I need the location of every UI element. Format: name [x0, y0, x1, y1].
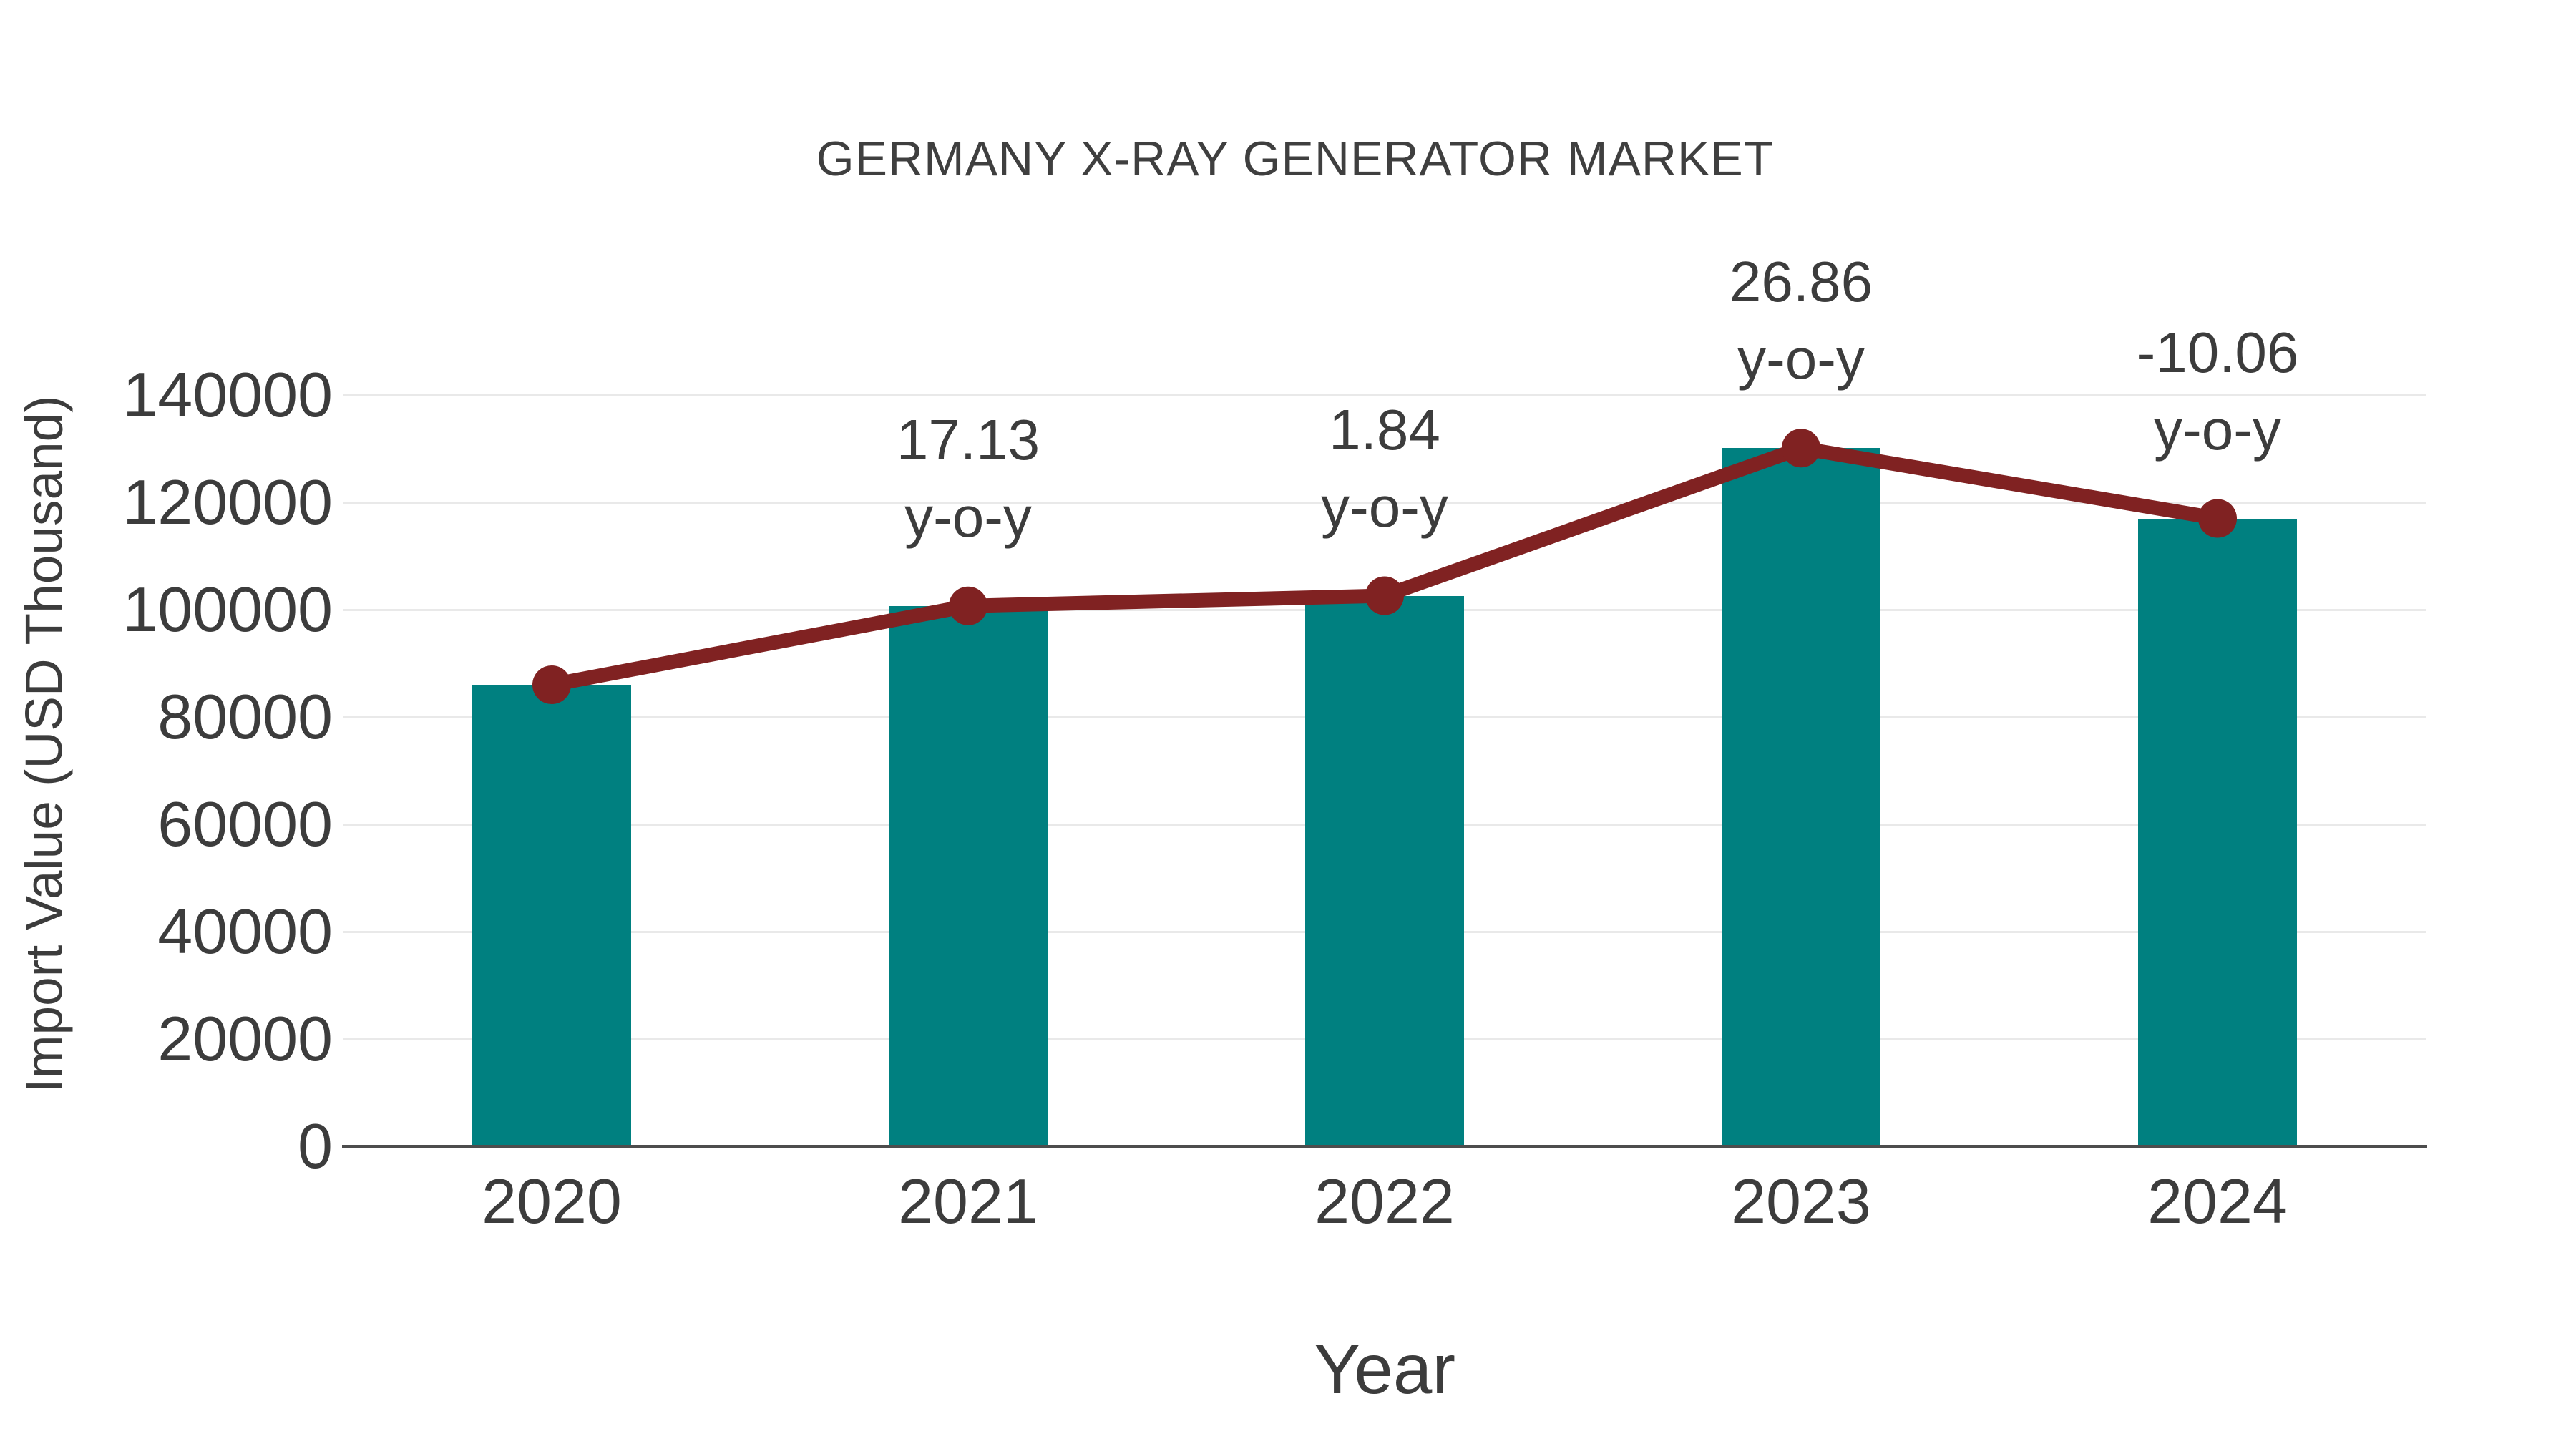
- x-tick-label-2021: 2021: [898, 1166, 1038, 1236]
- y-tick-label-140000: 140000: [122, 359, 333, 430]
- x-tick-label-2022: 2022: [1314, 1166, 1455, 1236]
- y-tick-label-20000: 20000: [157, 1003, 333, 1074]
- line-point-2022: [1365, 576, 1404, 615]
- bar-2022: [1305, 595, 1464, 1146]
- bar-2020: [472, 685, 631, 1146]
- y-tick-label-0: 0: [298, 1111, 333, 1181]
- annotation-value-2022: 1.84: [1329, 397, 1440, 462]
- annotation-suffix-2024: y-o-y: [2154, 397, 2281, 462]
- x-tick-label-2020: 2020: [482, 1166, 622, 1236]
- gridline-120000: [343, 501, 2426, 504]
- bar-2024: [2138, 518, 2297, 1146]
- x-tick-label-2024: 2024: [2147, 1166, 2288, 1236]
- y-tick-label-120000: 120000: [122, 467, 333, 537]
- gridline-140000: [343, 394, 2426, 396]
- annotation-value-2024: -10.06: [2136, 320, 2299, 384]
- line-point-2021: [949, 586, 987, 625]
- bar-2023: [1722, 448, 1880, 1146]
- annotation-value-2021: 17.13: [896, 407, 1040, 472]
- x-axis-title: Year: [1313, 1330, 1455, 1408]
- annotation-suffix-2021: y-o-y: [904, 484, 1032, 549]
- x-tick-label-2023: 2023: [1731, 1166, 1871, 1236]
- line-point-2024: [2198, 499, 2237, 538]
- y-tick-label-60000: 60000: [157, 789, 333, 859]
- y-tick-label-100000: 100000: [122, 574, 333, 645]
- annotation-value-2023: 26.86: [1729, 250, 1873, 314]
- y-tick-label-80000: 80000: [157, 681, 333, 752]
- bar-2021: [889, 605, 1048, 1146]
- line-point-2023: [1782, 429, 1820, 468]
- annotation-suffix-2022: y-o-y: [1321, 474, 1448, 539]
- chart-title: GERMANY X-RAY GENERATOR MARKET: [816, 132, 1775, 186]
- y-tick-label-40000: 40000: [157, 896, 333, 967]
- line-point-2020: [532, 665, 571, 704]
- annotation-suffix-2023: y-o-y: [1737, 327, 1865, 391]
- x-axis-line: [342, 1145, 2427, 1148]
